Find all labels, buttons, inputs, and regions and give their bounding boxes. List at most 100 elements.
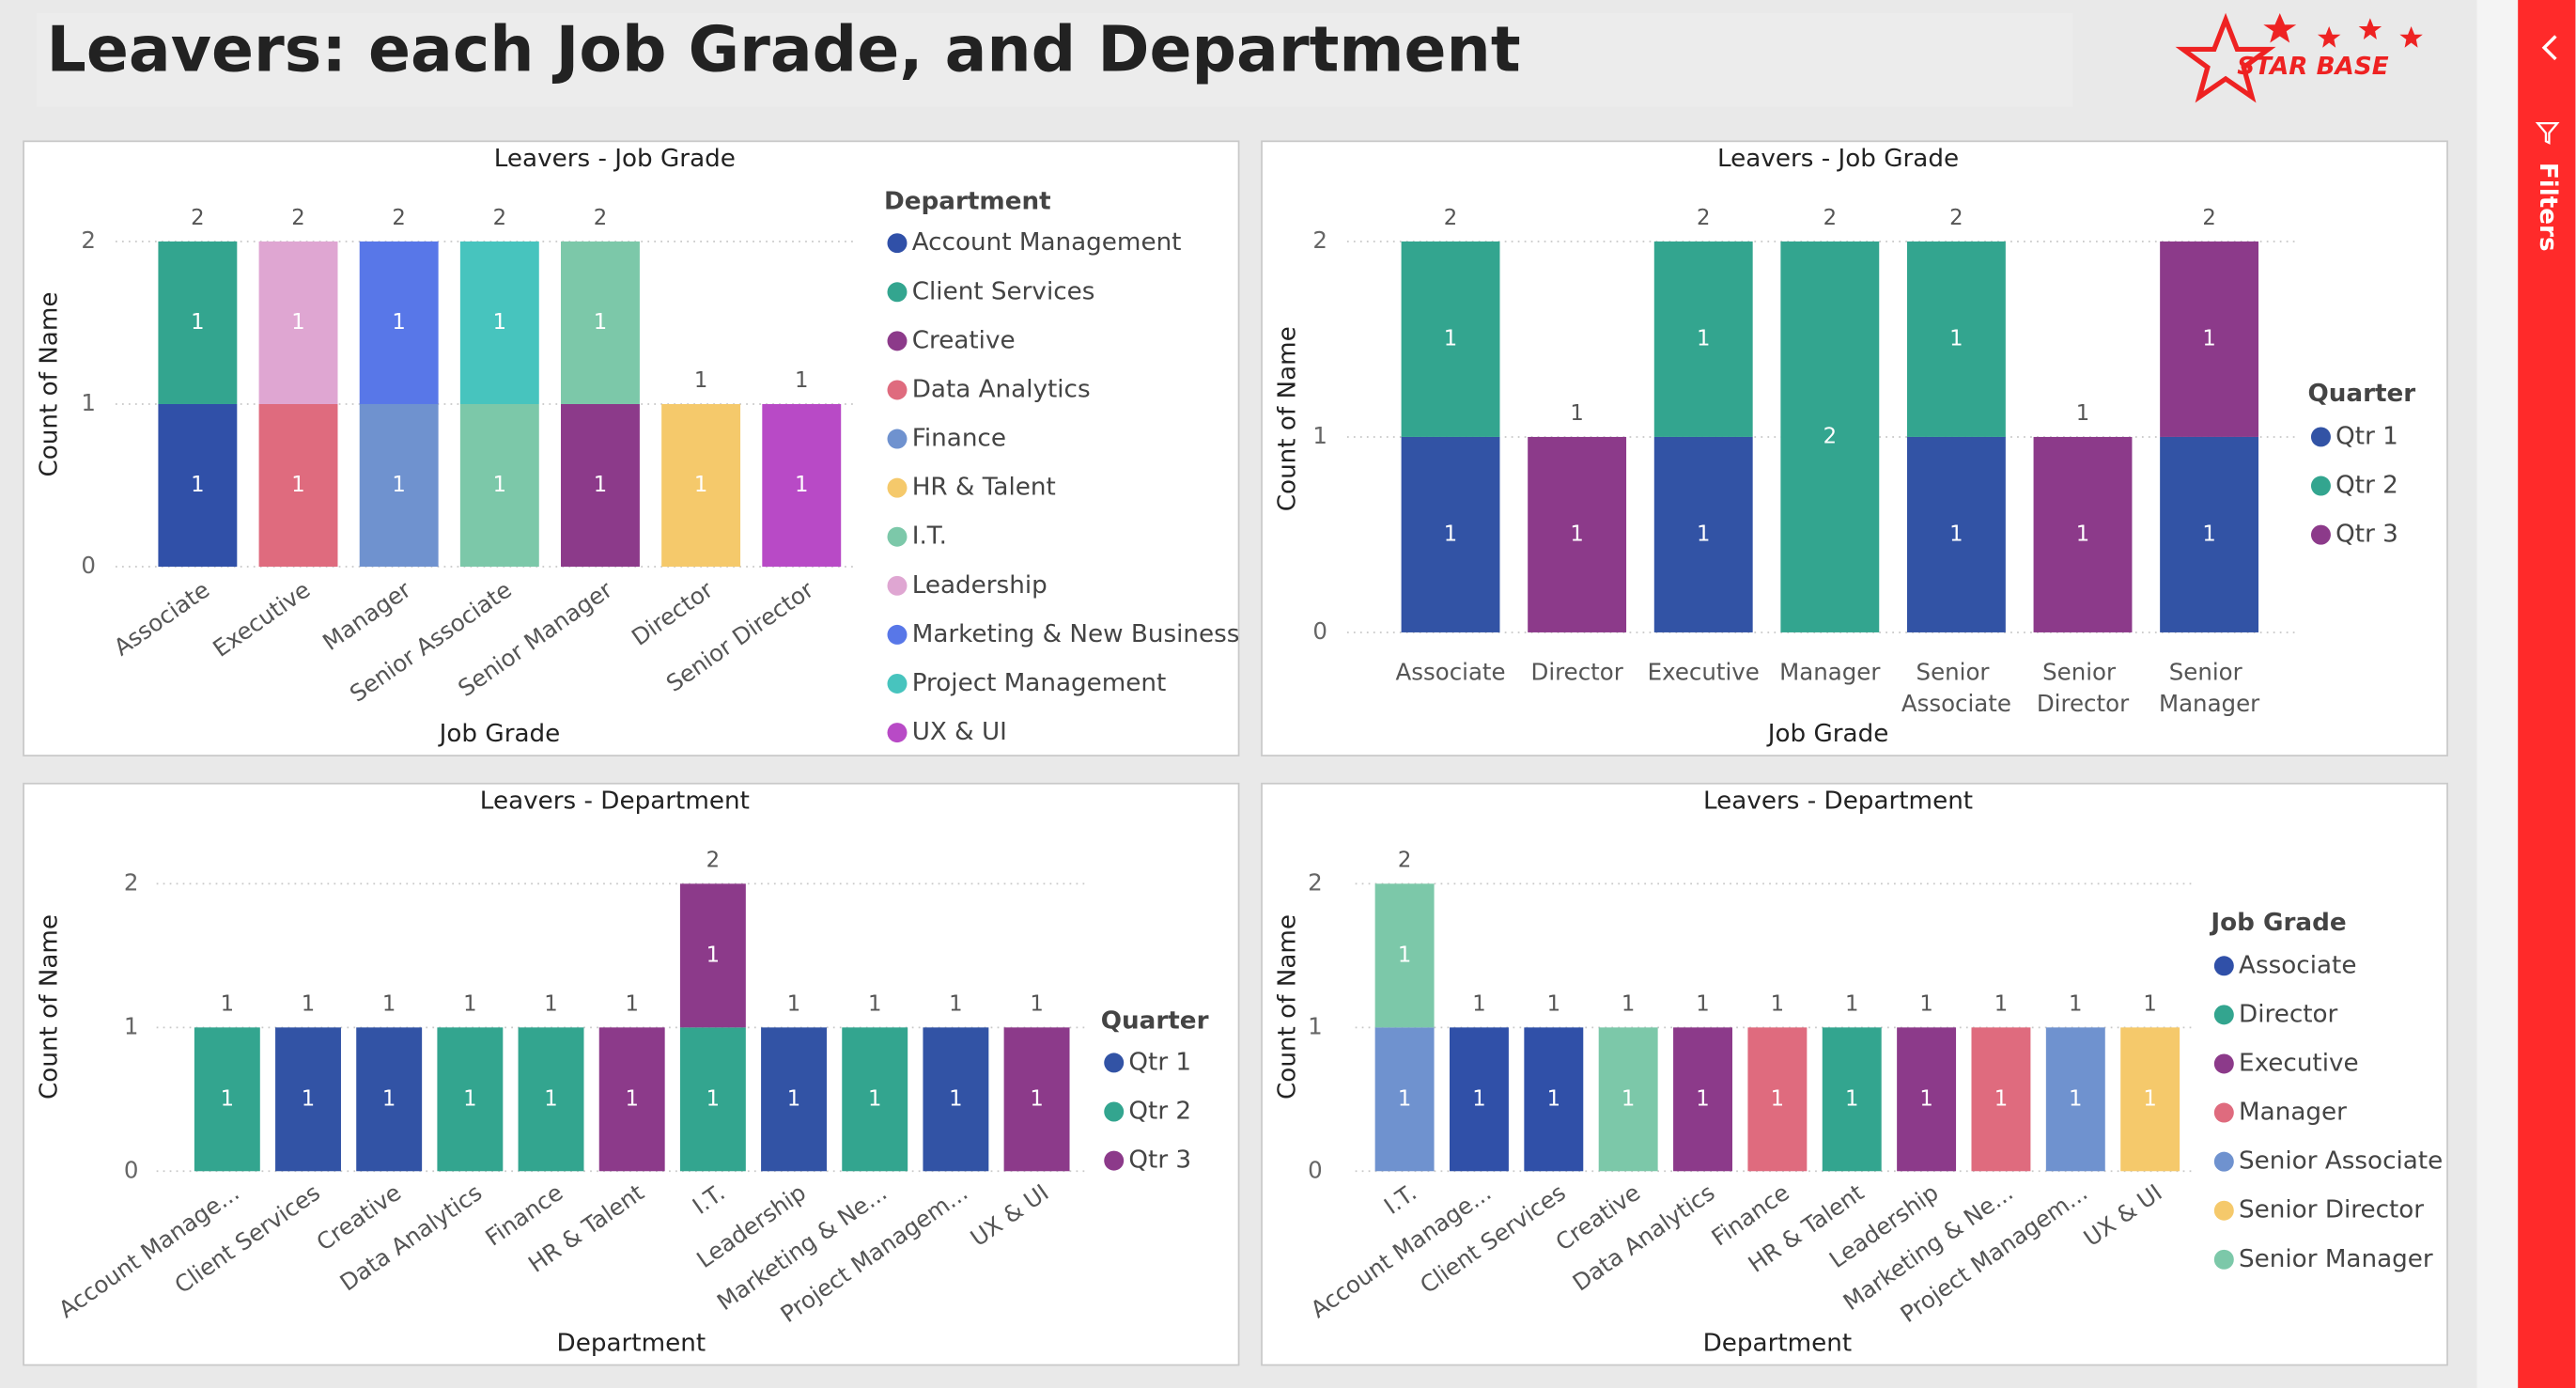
y-tick-label: 1 (1312, 422, 1327, 449)
legend-label: Account Management (912, 228, 1182, 257)
logo-star (2399, 25, 2423, 48)
x-axis-title: Job Grade (1766, 720, 1889, 748)
chart: Leavers - Department Count of Name Departm… (1261, 782, 2448, 1366)
legend-swatch (2213, 1151, 2234, 1172)
data-label: 1 (493, 310, 506, 335)
data-label: 1 (1444, 522, 1457, 546)
data-label: 1 (191, 473, 204, 497)
total-label: 1 (949, 991, 962, 1016)
legend-label: Manager (2239, 1099, 2347, 1127)
data-label: 1 (463, 1086, 476, 1111)
bar-segment (1906, 241, 2006, 437)
bar-segment (2045, 1027, 2105, 1172)
y-tick-label: 2 (124, 868, 139, 896)
data-label: 2 (1823, 424, 1837, 448)
data-label: 1 (1919, 1086, 1932, 1111)
data-label: 1 (302, 1086, 315, 1111)
bar-segment (2160, 241, 2259, 437)
y-tick-label: 0 (1308, 1156, 1323, 1183)
total-label: 1 (1472, 991, 1485, 1016)
collapse-icon[interactable] (2541, 35, 2557, 61)
total-label: 1 (302, 991, 315, 1016)
bar-segment (679, 883, 746, 1028)
data-label: 1 (2202, 326, 2215, 351)
legend-swatch (2213, 1053, 2234, 1074)
bar-segment (561, 403, 640, 568)
legend-swatch (2213, 956, 2234, 976)
total-label: 1 (868, 991, 881, 1016)
data-label: 1 (1547, 1086, 1560, 1111)
filters-pane[interactable] (2518, 0, 2576, 1388)
chart: Leavers - Job Grade Count of Name Job Grad… (1261, 140, 2448, 756)
bar-segment (1401, 436, 1500, 632)
legend-swatch (1104, 1053, 1125, 1073)
legend-label: Qtr 3 (2335, 521, 2398, 549)
bar-segment (275, 1027, 341, 1172)
y-axis-title: Count of Name (36, 291, 64, 476)
page-title: Leavers: each Job Grade, and Department (47, 13, 1521, 86)
legend-swatch (1104, 1150, 1125, 1171)
legend-label: Finance (912, 425, 1006, 453)
total-label: 1 (2076, 401, 2089, 426)
legend-swatch (887, 429, 908, 449)
logo-text: STAR BASE (2237, 53, 2388, 81)
bar-segment (1822, 1027, 1882, 1172)
data-label: 1 (392, 310, 405, 335)
bar-segment (459, 403, 539, 568)
data-label: 1 (1398, 943, 1411, 967)
data-label: 1 (1444, 326, 1457, 351)
data-label: 1 (2202, 522, 2215, 546)
bar-segment (258, 403, 338, 568)
data-label: 1 (1622, 1086, 1635, 1111)
total-label: 2 (392, 206, 405, 230)
bar-segment (661, 403, 741, 568)
total-label: 1 (2143, 991, 2156, 1016)
total-label: 1 (1570, 401, 1583, 426)
data-label: 1 (291, 310, 304, 335)
data-label: 1 (1845, 1086, 1858, 1111)
data-label: 1 (795, 473, 808, 497)
bar-segment (459, 241, 539, 404)
x-tick-label: Senior Associate (1901, 659, 2011, 717)
bar-segment (1524, 1027, 1584, 1172)
data-label: 1 (1570, 522, 1583, 546)
bar-segment (923, 1027, 989, 1172)
legend-label: Creative (912, 326, 1016, 354)
bar-segment (1401, 241, 1500, 437)
bar-segment (258, 241, 338, 404)
legend-swatch (887, 380, 908, 400)
data-label: 1 (191, 310, 204, 335)
x-tick-label: Executive (1648, 659, 1760, 686)
bar-segment (359, 241, 439, 404)
legend-label: I.T. (912, 522, 947, 551)
legend-label: Qtr 2 (1128, 1097, 1191, 1125)
data-label: 1 (493, 473, 506, 497)
data-label: 1 (706, 1086, 720, 1111)
y-tick-label: 2 (1312, 226, 1327, 254)
legend-swatch (2310, 476, 2331, 496)
legend-label: Qtr 3 (1128, 1146, 1191, 1175)
filters-label[interactable]: Filters (2534, 163, 2562, 252)
chart-title: Leavers - Job Grade (494, 145, 736, 173)
data-label: 1 (787, 1086, 800, 1111)
data-label: 1 (1949, 326, 1963, 351)
chart: Leavers - Department Count of Name Departm… (23, 782, 1240, 1366)
legend-swatch (2213, 1005, 2234, 1025)
data-label: 1 (694, 473, 707, 497)
data-label: 1 (1472, 1086, 1485, 1111)
bar-segment (679, 1027, 746, 1172)
data-label: 1 (1771, 1086, 1784, 1111)
x-axis-title: Job Grade (438, 720, 561, 748)
pane-edge (2476, 0, 2519, 1388)
total-label: 1 (2069, 991, 2082, 1016)
legend-swatch (2213, 1249, 2234, 1270)
bar-segment (1003, 1027, 1070, 1172)
data-label: 1 (544, 1086, 557, 1111)
total-label: 2 (1823, 206, 1837, 230)
y-tick-label: 2 (81, 226, 96, 254)
legend-label: Project Management (912, 669, 1167, 697)
legend-label: Senior Manager (2239, 1245, 2433, 1273)
total-label: 1 (463, 991, 476, 1016)
x-tick-label: Director (1530, 659, 1623, 686)
